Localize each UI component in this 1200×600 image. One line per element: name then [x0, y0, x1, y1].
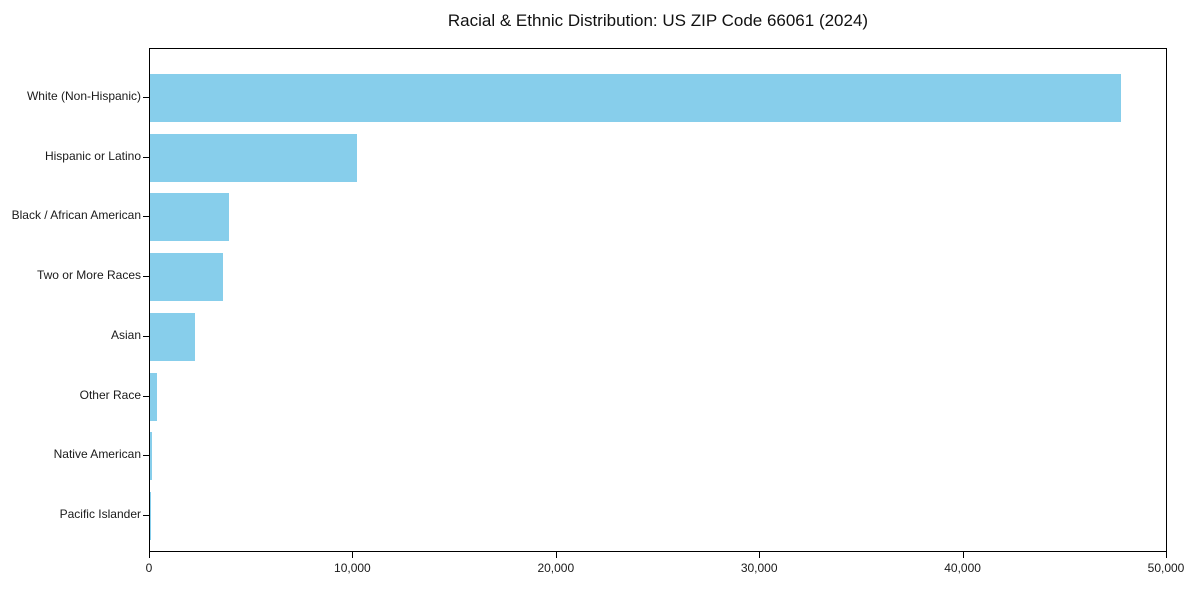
- x-tick-label: 40,000: [944, 561, 981, 575]
- x-tick-mark: [352, 552, 354, 558]
- bar-black-african-american: [150, 193, 230, 242]
- y-tick-label: Other Race: [79, 387, 141, 402]
- x-tick-mark: [149, 552, 150, 558]
- y-tick-mark: [143, 276, 149, 278]
- x-tick-mark: [962, 552, 964, 558]
- y-tick-mark: [143, 97, 149, 98]
- y-tick-label: Two or More Races: [36, 268, 141, 283]
- y-tick-mark: [143, 514, 149, 516]
- x-tick-label: 50,000: [1147, 561, 1185, 575]
- y-tick-mark: [143, 156, 149, 158]
- y-tick-mark: [143, 216, 149, 218]
- y-tick-mark: [143, 335, 149, 337]
- bar-native-american: [150, 432, 152, 481]
- y-tick-label: Asian: [110, 327, 141, 342]
- y-tick-label: Black / African American: [11, 208, 141, 223]
- bar-asian: [150, 312, 195, 361]
- plot-area: [149, 48, 1167, 552]
- bar-other-race: [150, 372, 158, 421]
- bar-hispanic-or-latino: [150, 133, 358, 182]
- x-tick-mark: [759, 552, 761, 558]
- y-tick-label: Pacific Islander: [59, 506, 141, 521]
- y-tick-mark: [143, 395, 149, 397]
- y-tick-label: Native American: [53, 447, 141, 462]
- x-tick-mark: [555, 552, 557, 558]
- x-tick-mark: [1166, 552, 1167, 558]
- y-tick-mark: [143, 455, 149, 457]
- bar-white-non-hispanic: [150, 74, 1122, 122]
- x-tick-label: 20,000: [537, 561, 575, 575]
- chart-title: Racial & Ethnic Distribution: US ZIP Cod…: [447, 11, 869, 30]
- bar-two-or-more-races: [150, 253, 224, 302]
- y-tick-label: Hispanic or Latino: [44, 148, 141, 163]
- x-tick-label: 10,000: [334, 561, 371, 575]
- y-tick-label: White (Non-Hispanic): [26, 89, 141, 103]
- x-tick-label: 30,000: [740, 561, 778, 575]
- x-tick-label: 0: [145, 561, 153, 575]
